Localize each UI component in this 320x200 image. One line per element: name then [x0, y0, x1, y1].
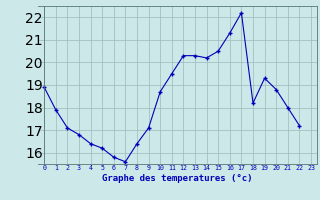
- X-axis label: Graphe des temperatures (°c): Graphe des temperatures (°c): [102, 174, 253, 183]
